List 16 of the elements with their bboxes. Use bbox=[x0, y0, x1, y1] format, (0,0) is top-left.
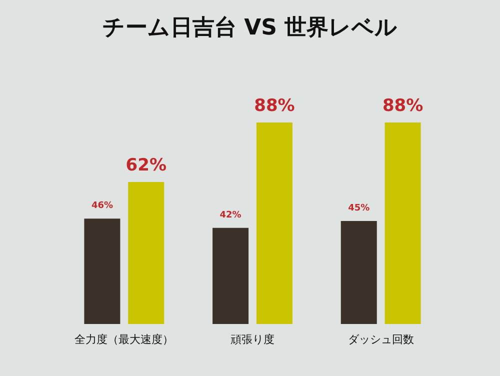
x-tick-label: ダッシュ回数 bbox=[348, 333, 414, 346]
x-tick-label: 頑張り度 bbox=[230, 333, 274, 346]
data-label: 46% bbox=[91, 201, 113, 212]
data-label: 62% bbox=[126, 156, 166, 176]
bar bbox=[128, 182, 164, 324]
bar bbox=[256, 122, 292, 324]
bar bbox=[212, 228, 249, 324]
data-label: 45% bbox=[348, 203, 370, 214]
data-label: 42% bbox=[220, 210, 242, 220]
bar bbox=[84, 218, 120, 324]
bar bbox=[384, 122, 421, 324]
bar bbox=[340, 220, 377, 324]
x-tick-label: 全力度（最大速度） bbox=[74, 333, 174, 346]
chart-title: チーム日吉台 VS 世界レベル bbox=[102, 16, 398, 40]
data-label: 88% bbox=[254, 96, 295, 116]
data-label: 88% bbox=[382, 96, 424, 116]
